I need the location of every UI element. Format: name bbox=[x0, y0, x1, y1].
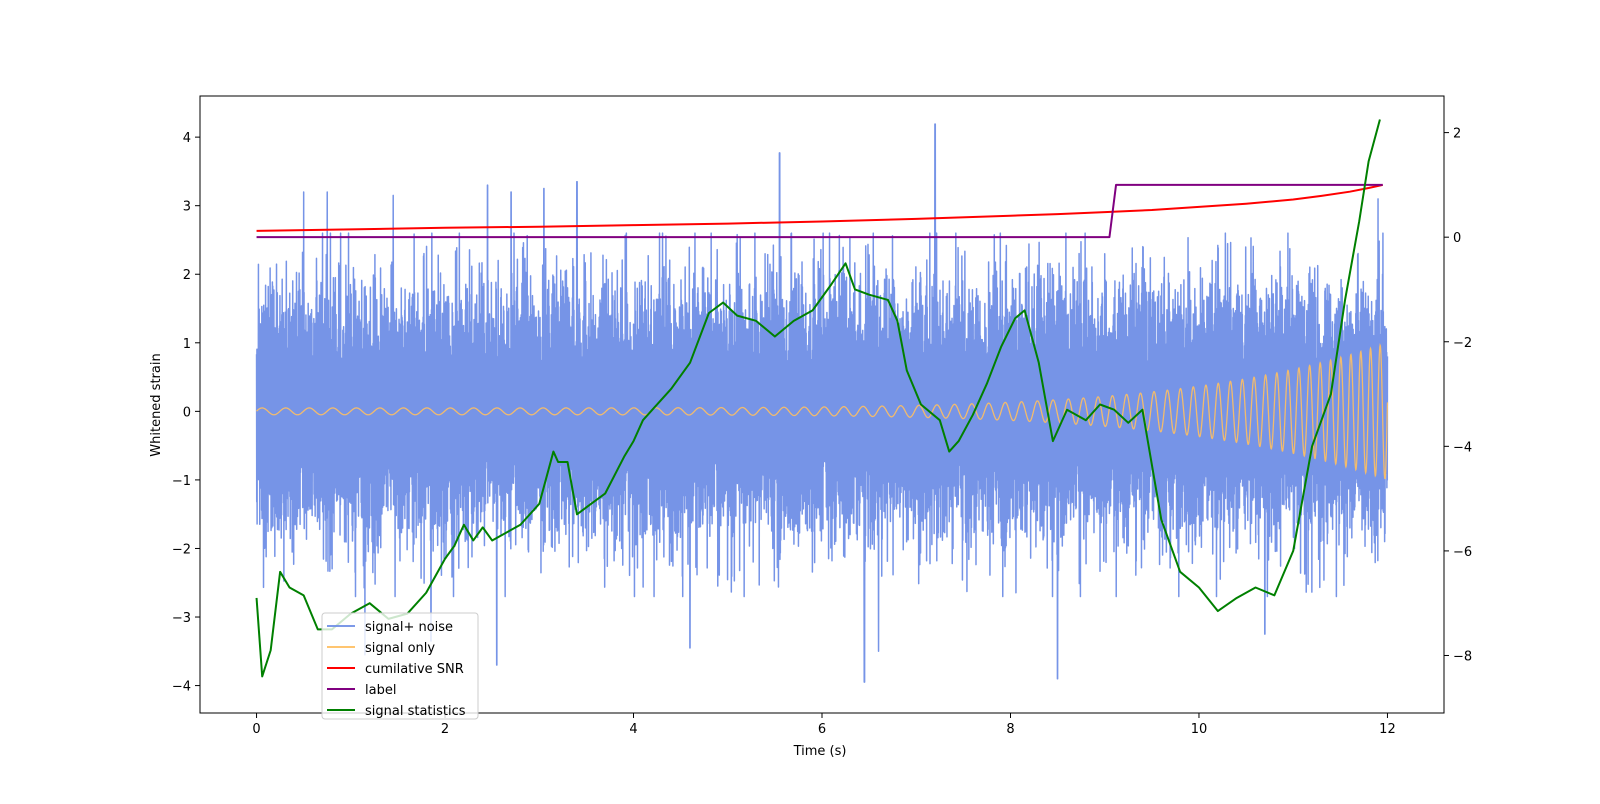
y-left-tick-label: −2 bbox=[172, 542, 191, 557]
series-signal-noise-line bbox=[255, 123, 1389, 683]
y-left-tick-label: −4 bbox=[172, 680, 191, 695]
x-tick-label: 2 bbox=[441, 722, 449, 737]
y-left-tick-label: 1 bbox=[183, 337, 191, 352]
y-left-tick-label: 3 bbox=[183, 200, 191, 215]
y-left-tick-label: −1 bbox=[172, 474, 191, 489]
x-tick-label: 6 bbox=[818, 722, 826, 737]
y-left-tick-label: −3 bbox=[172, 611, 191, 626]
legend-entry-label: cumilative SNR bbox=[365, 662, 464, 677]
x-axis-label: Time (s) bbox=[793, 744, 847, 759]
legend-box bbox=[321, 612, 479, 720]
legend: signal+ noise signal only cumilative SNR la… bbox=[321, 612, 479, 720]
legend-entry-label: signal only bbox=[365, 641, 435, 656]
y-right-tick-label: −4 bbox=[1453, 440, 1472, 455]
legend-entry-label: signal+ noise bbox=[365, 620, 453, 635]
y-left-tick-label: 2 bbox=[183, 268, 191, 283]
y-right-tick-label: 0 bbox=[1453, 231, 1461, 246]
x-tick-label: 12 bbox=[1379, 722, 1396, 737]
y-axis-left: −4 −3 −2 −1 0 1 2 3 4 bbox=[172, 131, 200, 695]
series-cumulative-snr-line bbox=[256, 183, 1383, 232]
series-signal-statistics-line bbox=[255, 119, 1381, 678]
x-tick-label: 10 bbox=[1191, 722, 1208, 737]
x-tick-label: 8 bbox=[1006, 722, 1014, 737]
y-right-tick-label: −2 bbox=[1453, 336, 1472, 351]
y-axis-right: −8 −6 −4 −2 0 2 bbox=[1444, 127, 1472, 664]
legend-entry-label: signal statistics bbox=[365, 704, 466, 719]
y-left-tick-label: 4 bbox=[183, 131, 191, 146]
y-right-tick-label: −8 bbox=[1453, 649, 1472, 664]
y-right-tick-label: −6 bbox=[1453, 545, 1472, 560]
x-tick-label: 4 bbox=[629, 722, 637, 737]
x-tick-label: 0 bbox=[252, 722, 260, 737]
y-left-tick-label: 0 bbox=[183, 405, 191, 420]
y-right-tick-label: 2 bbox=[1453, 127, 1461, 142]
series-label-line bbox=[256, 183, 1383, 239]
legend-entry-label: label bbox=[365, 683, 396, 698]
series-signal-only-line bbox=[256, 343, 1389, 480]
y-axis-label: Whitened strain bbox=[149, 353, 164, 456]
series-layer bbox=[255, 119, 1389, 683]
